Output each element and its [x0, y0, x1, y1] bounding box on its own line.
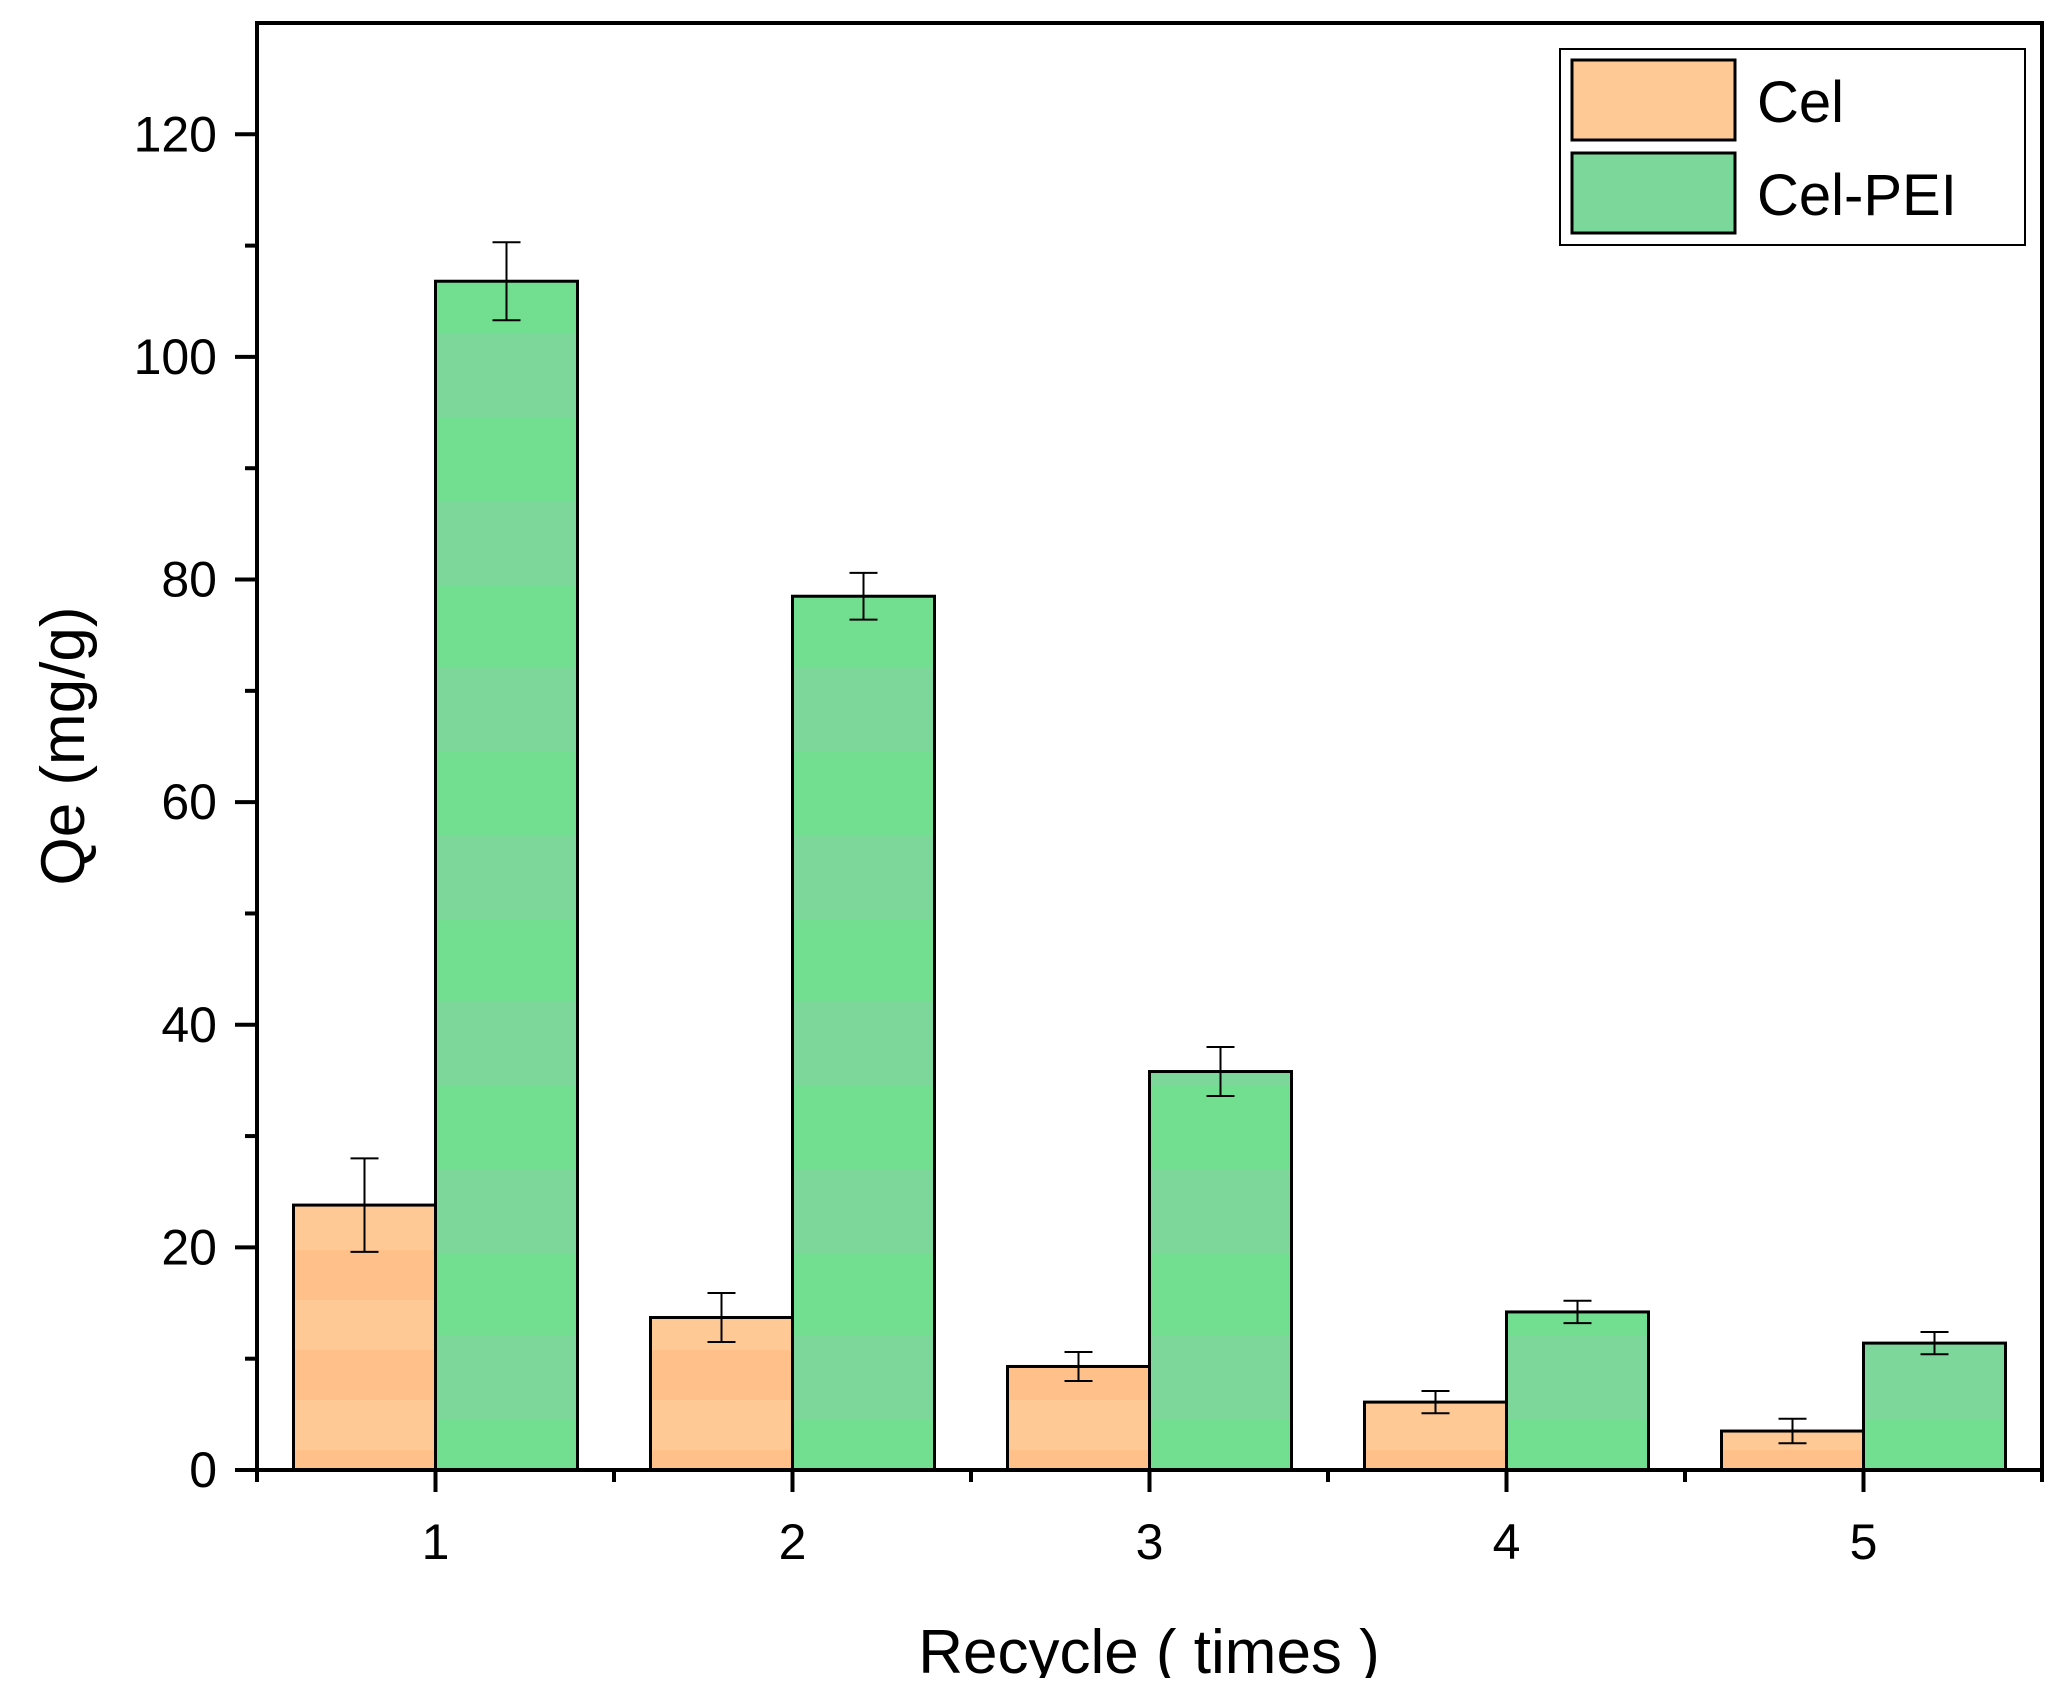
bar-cel-pei-2 [791, 594, 936, 1472]
error-bars-layer [350, 241, 1949, 1445]
y-axis-ticks: 0 20 40 60 80 100 120 [134, 106, 257, 1498]
x-tick-label-4: 4 [1493, 1514, 1521, 1570]
x-tick-label-2: 2 [779, 1514, 807, 1570]
legend-label-cel: Cel [1757, 70, 1844, 135]
bar-cel-pei-1 [434, 279, 579, 1472]
y-axis-title: Qe (mg/g) [29, 606, 98, 885]
error-bar-cel-4 [1421, 1389, 1450, 1415]
y-tick-label-0: 0 [189, 1442, 217, 1498]
y-tick-label-40: 40 [161, 997, 217, 1053]
error-bar-cel-pei-3 [1206, 1046, 1235, 1098]
error-bar-cel-5 [1778, 1417, 1807, 1445]
error-bar-cel-pei-5 [1920, 1330, 1949, 1356]
y-tick-label-100: 100 [134, 329, 217, 385]
bars-layer [292, 279, 2007, 1472]
legend-label-cel-pei: Cel-PEI [1757, 163, 1957, 228]
error-bar-cel-3 [1064, 1351, 1093, 1382]
x-axis-ticks: 1 2 3 4 5 [255, 1470, 2044, 1570]
bar-cel-pei-5 [1862, 1341, 2007, 1472]
y-tick-label-120: 120 [134, 106, 217, 162]
legend-swatch-cel-pei [1570, 151, 1737, 235]
bar-cel-pei-4 [1505, 1310, 1650, 1472]
error-bar-cel-1 [350, 1157, 379, 1253]
x-tick-label-1: 1 [422, 1514, 450, 1570]
error-bar-cel-pei-4 [1563, 1299, 1592, 1325]
x-axis-title: Recycle ( times ) [918, 1618, 1380, 1678]
y-tick-label-20: 20 [161, 1219, 217, 1275]
error-bar-cel-pei-1 [492, 241, 521, 322]
y-tick-label-60: 60 [161, 774, 217, 830]
x-tick-label-3: 3 [1136, 1514, 1164, 1570]
legend-swatch-cel [1570, 58, 1737, 142]
x-tick-label-5: 5 [1850, 1514, 1878, 1570]
bar-cel-pei-3 [1148, 1070, 1293, 1472]
legend: Cel Cel-PEI [1559, 48, 2026, 246]
y-tick-label-80: 80 [161, 552, 217, 608]
error-bar-cel-pei-2 [849, 571, 878, 621]
bar-cel-3 [1006, 1364, 1151, 1472]
error-bar-cel-2 [707, 1292, 736, 1343]
